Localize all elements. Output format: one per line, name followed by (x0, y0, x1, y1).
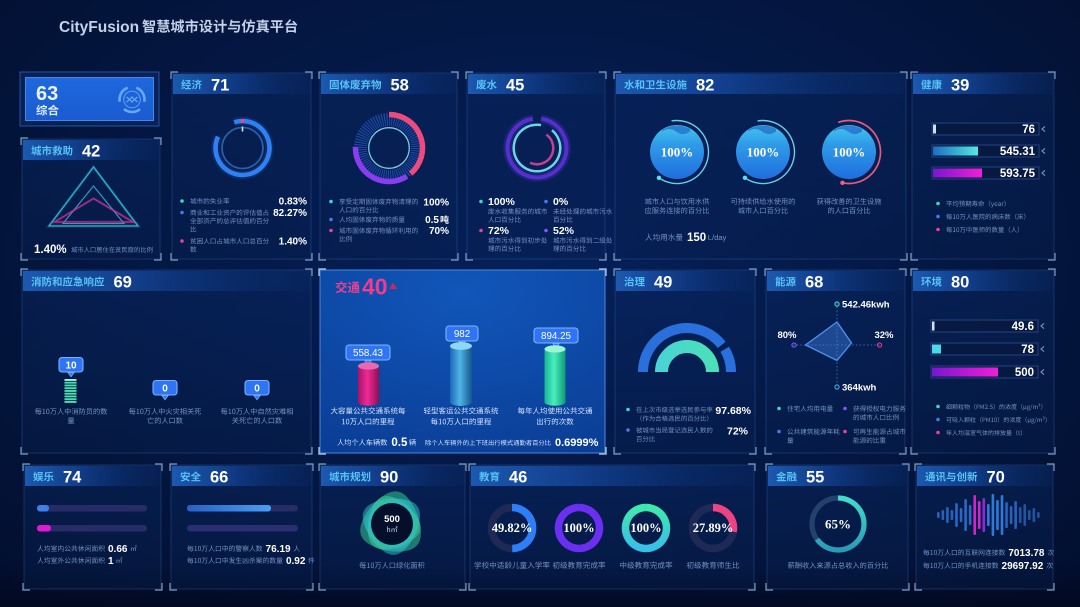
svg-text:49.82%: 49.82% (492, 521, 533, 535)
svg-text:0.5: 0.5 (391, 437, 408, 449)
svg-text:69: 69 (114, 274, 132, 292)
svg-text:0: 0 (162, 384, 168, 395)
svg-text:58: 58 (391, 77, 409, 95)
svg-text:100%: 100% (563, 521, 594, 535)
svg-text:82.27%: 82.27% (273, 208, 307, 219)
svg-text:CityFusion: CityFusion (59, 19, 139, 36)
svg-text:0.92: 0.92 (286, 556, 306, 567)
svg-text:63: 63 (36, 83, 58, 105)
svg-text:982: 982 (454, 329, 470, 340)
svg-text:90: 90 (380, 469, 398, 487)
svg-text:500: 500 (1015, 367, 1034, 379)
svg-text:100%: 100% (661, 145, 694, 160)
svg-text:10: 10 (65, 361, 77, 372)
svg-text:100%: 100% (747, 145, 780, 160)
svg-text:0.5: 0.5 (425, 215, 439, 226)
svg-text:100%: 100% (488, 196, 516, 208)
svg-text:55: 55 (806, 469, 824, 487)
svg-text:593.75: 593.75 (1000, 168, 1036, 180)
svg-text:78: 78 (1021, 344, 1034, 356)
svg-text:66: 66 (210, 469, 228, 487)
svg-text:894.25: 894.25 (541, 331, 572, 342)
svg-text:97.68%: 97.68% (715, 405, 751, 417)
svg-text:100%: 100% (423, 198, 449, 209)
svg-text:82: 82 (696, 77, 714, 95)
svg-text:1.40%: 1.40% (279, 237, 307, 248)
svg-text:29697.92: 29697.92 (1002, 561, 1044, 572)
svg-text:76.19: 76.19 (266, 544, 291, 555)
svg-text:150: 150 (687, 232, 706, 244)
svg-text:52%: 52% (553, 225, 575, 237)
svg-text:500: 500 (384, 514, 400, 525)
svg-text:80%: 80% (777, 330, 797, 341)
svg-text:72%: 72% (727, 426, 749, 438)
svg-text:1.40%: 1.40% (34, 244, 67, 256)
svg-text:40: 40 (362, 274, 388, 300)
svg-text:0.6999%: 0.6999% (555, 437, 599, 449)
svg-text:L/day: L/day (708, 233, 727, 242)
svg-text:27.89%: 27.89% (693, 521, 734, 535)
svg-text:100%: 100% (630, 521, 661, 535)
svg-text:68: 68 (805, 274, 823, 292)
svg-text:72%: 72% (488, 225, 510, 237)
svg-text:0.66: 0.66 (108, 544, 128, 555)
svg-text:0%: 0% (553, 196, 569, 208)
svg-text:70%: 70% (429, 226, 449, 237)
svg-text:558.43: 558.43 (353, 348, 384, 359)
svg-text:65%: 65% (825, 517, 851, 532)
svg-text:80: 80 (951, 274, 969, 292)
svg-text:542.46kwh: 542.46kwh (842, 300, 890, 311)
svg-text:45: 45 (506, 77, 524, 95)
svg-text:42: 42 (82, 143, 100, 161)
svg-text:0.83%: 0.83% (279, 197, 307, 208)
svg-text:7013.78: 7013.78 (1008, 548, 1045, 559)
svg-text:49: 49 (654, 274, 672, 292)
svg-text:364kwh: 364kwh (842, 383, 877, 394)
svg-text:76: 76 (1022, 124, 1035, 136)
svg-text:545.31: 545.31 (1000, 146, 1036, 158)
svg-text:32%: 32% (874, 330, 894, 341)
svg-text:46: 46 (509, 469, 527, 487)
svg-text:71: 71 (211, 77, 229, 95)
svg-text:70: 70 (987, 469, 1005, 487)
svg-text:39: 39 (951, 77, 969, 95)
svg-text:100%: 100% (833, 145, 866, 160)
svg-text:0: 0 (254, 384, 260, 395)
svg-text:49.6: 49.6 (1012, 321, 1034, 333)
svg-text:74: 74 (63, 469, 82, 487)
svg-text:1: 1 (108, 556, 114, 567)
